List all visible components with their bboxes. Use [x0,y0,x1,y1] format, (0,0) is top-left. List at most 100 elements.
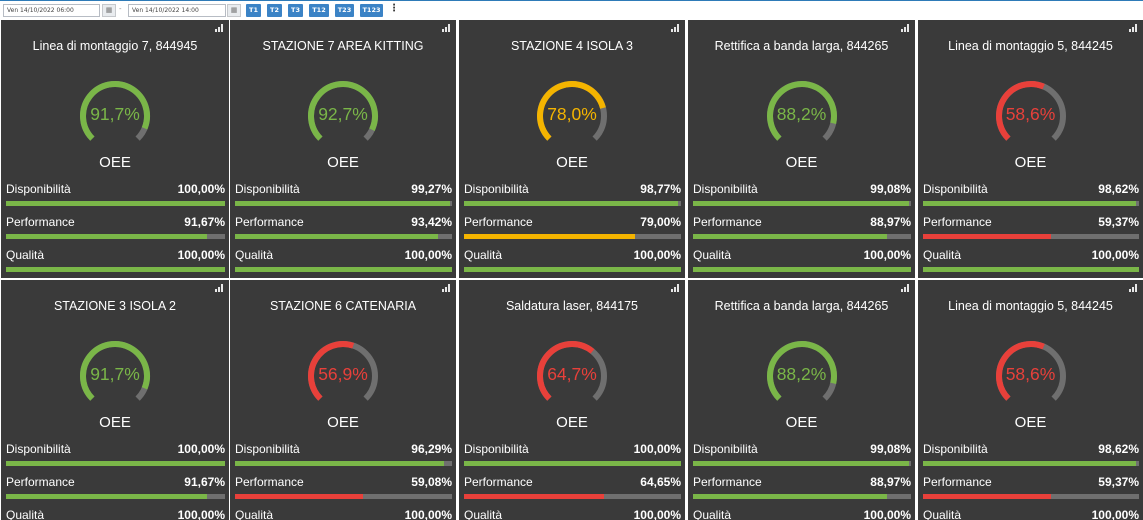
availability-progress-fill [6,461,225,466]
oee-dashboard-grid: Linea di montaggio 7, 844945 91,7% OEE Disp… [0,20,1143,520]
availability-value: 99,08% [870,442,911,456]
gauge-fill [80,341,150,401]
metric-availability: Disponibilità 98,62% [923,442,1139,472]
metric-performance: Performance 91,67% [6,215,225,245]
performance-progress-fill [235,234,438,239]
oee-label: OEE [785,154,818,171]
oee-card[interactable]: STAZIONE 3 ISOLA 2 91,7% OEE Disponibilità 1… [1,280,229,520]
metric-performance: Performance 64,65% [464,475,681,505]
availability-label: Disponibilità [923,182,988,196]
oee-card[interactable]: Linea di montaggio 5, 844245 58,6% OEE Disp… [918,280,1143,520]
oee-gauge: 58,6% [991,76,1071,156]
availability-value: 98,62% [1098,182,1139,196]
performance-value: 88,97% [870,475,911,489]
availability-progress-bar [464,461,681,466]
shift-button-t23[interactable]: T23 [335,4,354,17]
shift-button-t2[interactable]: T2 [267,4,282,17]
signal-bars-icon[interactable] [671,24,679,32]
shift-button-t1[interactable]: T1 [246,4,261,17]
availability-label: Disponibilità [693,442,758,456]
metric-availability: Disponibilità 99,08% [693,442,911,472]
metric-availability: Disponibilità 96,29% [235,442,452,472]
signal-bars-icon[interactable] [215,24,223,32]
quality-label: Qualità [6,508,45,520]
oee-gauge: 88,2% [762,76,842,156]
performance-value: 64,65% [640,475,681,489]
oee-card[interactable]: Linea di montaggio 7, 844945 91,7% OEE Disp… [1,20,229,278]
metric-quality: Qualità 100,00% [235,248,452,278]
availability-label: Disponibilità [6,442,71,456]
oee-value: 58,6% [1005,104,1056,124]
quality-label: Qualità [923,248,962,262]
signal-bars-icon[interactable] [442,284,450,292]
performance-value: 91,67% [184,475,225,489]
performance-progress-bar [693,494,911,499]
oee-card[interactable]: STAZIONE 7 AREA KITTING 92,7% OEE Disponibi… [230,20,456,278]
availability-value: 100,00% [177,182,225,196]
availability-label: Disponibilità [464,182,529,196]
oee-card[interactable]: Saldatura laser, 844175 64,7% OEE Disponibi… [459,280,685,520]
metric-quality: Qualità 100,00% [923,248,1139,278]
oee-value: 78,0% [547,104,597,124]
signal-bars-icon[interactable] [901,284,909,292]
availability-progress-bar [235,461,452,466]
signal-bars-icon[interactable] [1129,284,1137,292]
shift-button-t12[interactable]: T12 [309,4,329,17]
metric-performance: Performance 79,00% [464,215,681,245]
availability-value: 99,27% [411,182,452,196]
metric-performance: Performance 59,37% [923,215,1139,245]
signal-bars-icon[interactable] [671,284,679,292]
performance-label: Performance [923,215,992,229]
performance-progress-fill [6,494,207,499]
quality-progress-bar [6,267,225,272]
shift-button-t123[interactable]: T123 [360,4,383,17]
oee-label: OEE [1014,154,1047,171]
oee-label: OEE [99,154,131,171]
start-calendar-icon[interactable]: ▦ [102,4,116,17]
signal-bars-icon[interactable] [901,24,909,32]
availability-progress-bar [693,461,911,466]
performance-progress-fill [923,234,1052,239]
end-date-input[interactable]: Ven 14/10/2022 14:00 [128,4,226,17]
performance-progress-bar [923,234,1139,239]
oee-label: OEE [556,414,588,431]
gauge-fill [995,341,1045,401]
more-options-icon[interactable]: ⋮ [389,3,399,14]
quality-progress-bar [235,267,452,272]
availability-progress-fill [923,461,1137,466]
shift-button-t3[interactable]: T3 [288,4,303,17]
signal-bars-icon[interactable] [215,284,223,292]
card-title: STAZIONE 4 ISOLA 3 [510,39,634,53]
oee-card[interactable]: Linea di montaggio 5, 844245 58,6% OEE Disp… [918,20,1143,278]
signal-bars-icon[interactable] [442,24,450,32]
gauge-fill [995,81,1045,141]
oee-card[interactable]: Rettifica a banda larga, 844265 88,2% OEE D… [688,20,915,278]
quality-label: Qualità [235,248,274,262]
performance-progress-fill [693,234,887,239]
availability-progress-bar [235,201,452,206]
metric-availability: Disponibilità 98,62% [923,182,1139,212]
oee-label: OEE [785,414,818,431]
quality-value: 100,00% [863,248,911,262]
oee-value: 58,6% [1005,364,1056,384]
performance-label: Performance [464,215,533,229]
metric-availability: Disponibilità 99,08% [693,182,911,212]
oee-label: OEE [556,154,588,171]
metric-quality: Qualità 100,00% [235,508,452,520]
availability-progress-bar [923,201,1139,206]
oee-gauge: 88,2% [762,336,842,416]
performance-label: Performance [464,475,533,489]
oee-card[interactable]: STAZIONE 4 ISOLA 3 78,0% OEE Disponibilità 9… [459,20,685,278]
quality-value: 100,00% [633,508,681,520]
signal-bars-icon[interactable] [1129,24,1137,32]
gauge-fill [537,341,595,401]
oee-card[interactable]: Rettifica a banda larga, 844265 88,2% OEE D… [688,280,915,520]
metric-quality: Qualità 100,00% [693,248,911,278]
card-title: Rettifica a banda larga, 844265 [714,299,889,313]
oee-gauge: 64,7% [532,336,612,416]
start-date-input[interactable]: Ven 14/10/2022 06:00 [3,4,100,17]
card-title: Linea di montaggio 5, 844245 [948,299,1113,313]
end-calendar-icon[interactable]: ▦ [227,4,241,17]
oee-card[interactable]: STAZIONE 6 CATENARIA 56,9% OEE Disponibilit… [230,280,456,520]
quality-label: Qualità [464,508,503,520]
